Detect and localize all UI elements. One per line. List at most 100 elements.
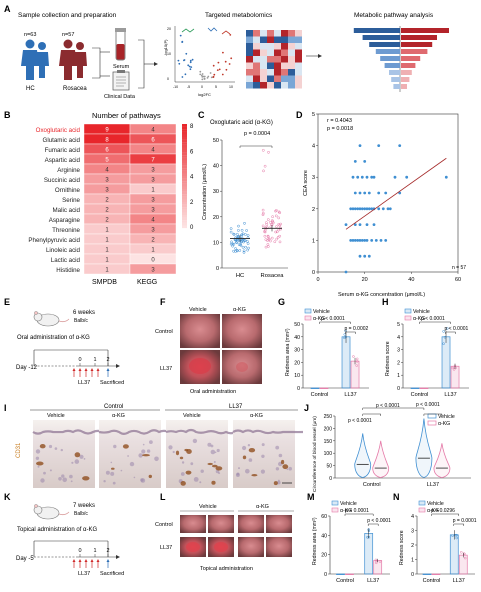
- colorbar-segment: [182, 155, 187, 158]
- cd31-vessel: [242, 455, 247, 460]
- panel-f-row-control: Control: [155, 329, 173, 335]
- data-point: [374, 558, 378, 562]
- bar: [364, 533, 374, 575]
- pathway-bar: [401, 28, 449, 33]
- p-value-label: p < 0.0001: [416, 402, 440, 408]
- cell-nucleus: [127, 455, 129, 457]
- heatmap-row-label: Lactic acid: [51, 257, 81, 264]
- volcano-point: [189, 61, 192, 64]
- data-point: [237, 229, 240, 232]
- panel-k-age: 7 weeks: [73, 503, 95, 509]
- pathway-bar: [391, 77, 400, 82]
- y-tick-label: 20: [321, 553, 327, 559]
- data-point: [384, 191, 388, 195]
- data-point: [355, 364, 358, 367]
- volcano-ytick: 0: [167, 77, 169, 81]
- cell-nucleus: [181, 461, 185, 464]
- x-tick-label: 40: [408, 277, 414, 283]
- volcano-xtick: 5: [215, 85, 217, 89]
- cell-nucleus: [141, 449, 146, 454]
- data-point: [444, 175, 448, 179]
- topical-skin-photos: [180, 515, 292, 557]
- legend-label: Vehicle: [340, 501, 357, 507]
- mini-heatmap-cell: [246, 36, 253, 43]
- heatmap-value: 3: [151, 208, 155, 214]
- cd31-vessel: [111, 467, 115, 470]
- panel-e-strain: Balb/c: [74, 318, 88, 324]
- panel-c: C Oxoglutaric acid (α-KG) p = 0.0004 0 10…: [198, 110, 288, 279]
- data-point: [367, 191, 371, 195]
- mini-heatmap-cell: [295, 62, 302, 69]
- p-value-label: p < 0.0001: [376, 403, 400, 409]
- data-point: [278, 223, 281, 227]
- mini-heatmap-cell: [267, 56, 274, 63]
- violin: [372, 440, 390, 478]
- panel-c-title: Oxoglutaric acid (α-KG): [210, 120, 273, 126]
- cell-nucleus: [138, 453, 143, 458]
- colorbar-segment: [182, 168, 187, 171]
- timeline-tick-label: 2: [107, 357, 110, 363]
- data-point: [351, 175, 355, 179]
- y-tick-label: 20: [213, 215, 219, 221]
- violin: [433, 443, 451, 478]
- panel-d-r: r = 0.4043: [327, 118, 352, 124]
- panel-letter: J: [304, 403, 309, 413]
- volcano-point: [199, 70, 202, 73]
- cell-nucleus: [146, 449, 151, 453]
- mini-heatmap-cell: [281, 82, 288, 89]
- data-point: [274, 209, 277, 213]
- panel-letter: K: [4, 492, 11, 502]
- data-point: [271, 215, 274, 219]
- colorbar-segment: [182, 126, 187, 130]
- cell-nucleus: [43, 471, 46, 475]
- pathway-title: Metabolic pathway analysis: [354, 12, 434, 19]
- cell-nucleus: [154, 456, 159, 462]
- legend-swatch: [427, 420, 437, 426]
- heatmap-value: 3: [151, 268, 155, 274]
- data-point: [398, 191, 402, 195]
- mini-heatmap-cell: [274, 56, 281, 63]
- mini-heatmap-cell: [267, 36, 274, 43]
- mouse-skin-photo: [180, 515, 206, 533]
- mini-heatmap-cell: [246, 82, 253, 89]
- panel-h: H 0 1 2 3 4 5 Redness score Control LL37 Vehicleα…: [382, 297, 469, 398]
- regression-line: [345, 157, 447, 230]
- legend-label: α-KG: [427, 508, 439, 514]
- data-point: [455, 533, 458, 537]
- chart-h: 0 1 2 3 4 5 Redness score Control LL37 Vehicleα-K…: [385, 308, 469, 398]
- hc-n: n=63: [24, 32, 36, 38]
- cd31-vessel: [207, 462, 213, 466]
- data-point: [244, 245, 248, 249]
- pathway-heatmap: Oxoglutaric acid 9 4 Glutamic acid 8 6 Fumaric…: [28, 123, 194, 275]
- y-axis-label: Redness area (mm²): [312, 517, 318, 565]
- y-tick-label: 5: [397, 322, 400, 328]
- panel-letter: C: [198, 110, 205, 120]
- panel-l-row-ll37: LL37: [160, 545, 172, 551]
- data-point: [353, 223, 357, 227]
- legend-swatch: [404, 315, 412, 321]
- cell-nucleus: [140, 478, 146, 483]
- heatmap-value: 2: [151, 238, 155, 244]
- heatmap-value: 1: [105, 238, 109, 244]
- mini-heatmap-cell: [288, 36, 295, 43]
- heatmap-col-kegg: KEGG: [137, 279, 157, 286]
- bar: [319, 387, 329, 389]
- heatmap-cell: [129, 263, 177, 275]
- p-value-label: p < 0.0001: [348, 418, 372, 424]
- data-point: [363, 207, 367, 211]
- colorbar-segment: [182, 150, 187, 153]
- panel-i: I Control LL37 Vehicle α-KG Vehicle α-KG…: [4, 403, 304, 488]
- volcano-point: [190, 66, 193, 68]
- heatmap-value: 1: [105, 258, 109, 264]
- data-point: [367, 254, 371, 258]
- heatmap-value: 9: [105, 128, 109, 134]
- colorbar-segment: [182, 165, 187, 169]
- mini-heatmap-cell: [274, 62, 281, 69]
- panel-k: K 7 weeks Balb/c Topical administration …: [4, 492, 124, 577]
- p-value-label: p < 0.0001: [421, 316, 445, 322]
- cd31-vessel: [282, 464, 289, 470]
- cd31-vessel: [142, 454, 150, 457]
- mini-heatmap-cell: [288, 82, 295, 89]
- heatmap-row-label: Asparagine: [49, 217, 81, 224]
- redness-spot: [186, 542, 200, 552]
